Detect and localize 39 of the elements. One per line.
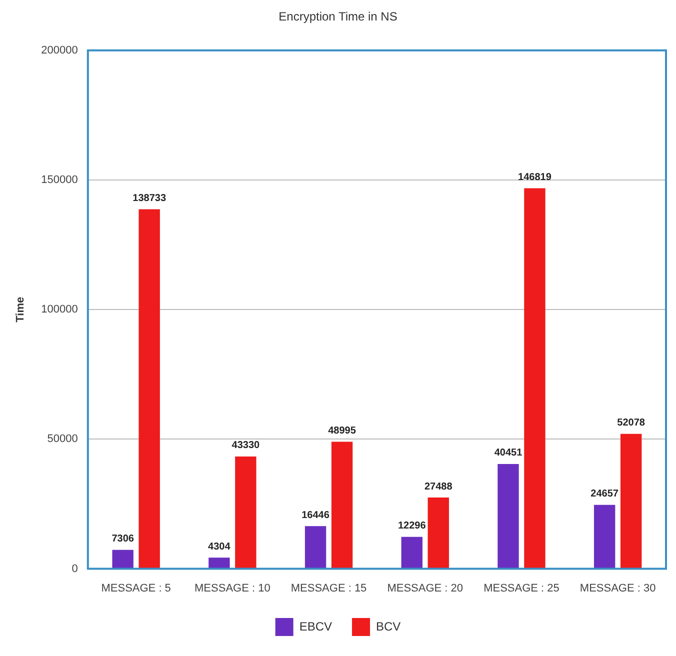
bar — [620, 434, 642, 568]
x-tick-label: MESSAGE : 5 — [101, 582, 171, 594]
data-label: 138733 — [132, 192, 166, 204]
bar — [331, 442, 353, 568]
y-tick-label: 150000 — [41, 174, 78, 186]
data-label: 48995 — [328, 426, 356, 437]
bar — [208, 558, 230, 568]
y-tick-label: 50000 — [47, 433, 78, 446]
x-tick-label: MESSAGE : 30 — [580, 582, 656, 594]
bar — [428, 498, 449, 568]
bar — [498, 464, 519, 568]
data-label: 4304 — [208, 541, 231, 552]
y-tick-label: 200000 — [41, 44, 78, 56]
x-tick-label: MESSAGE : 20 — [387, 582, 464, 594]
x-tick-label: MESSAGE : 15 — [290, 582, 367, 594]
data-label: 27488 — [424, 481, 453, 492]
bar — [112, 550, 134, 568]
data-label: 40451 — [494, 448, 523, 459]
bar — [138, 209, 160, 568]
legend-label: BCV — [376, 619, 401, 634]
data-label: 52078 — [617, 418, 646, 429]
y-tick-label: 100000 — [41, 304, 78, 316]
data-label: 146819 — [518, 172, 552, 183]
data-label: 24657 — [590, 488, 619, 500]
x-tick-label: MESSAGE : 10 — [194, 582, 270, 594]
bar — [401, 536, 422, 568]
data-label: 12296 — [398, 520, 426, 532]
data-label: 7306 — [112, 534, 134, 545]
bar — [235, 456, 256, 568]
data-label: 16446 — [302, 510, 330, 521]
chart-title: Encryption Time in NS — [278, 10, 398, 24]
legend-label: EBCV — [299, 619, 332, 634]
x-tick-label: MESSAGE : 25 — [484, 582, 560, 594]
y-tick-label: 0 — [72, 562, 78, 575]
data-label: 43330 — [232, 440, 260, 452]
bar — [304, 526, 326, 568]
bar — [594, 504, 616, 568]
y-axis-title: Time — [14, 296, 27, 322]
bar — [524, 188, 546, 568]
